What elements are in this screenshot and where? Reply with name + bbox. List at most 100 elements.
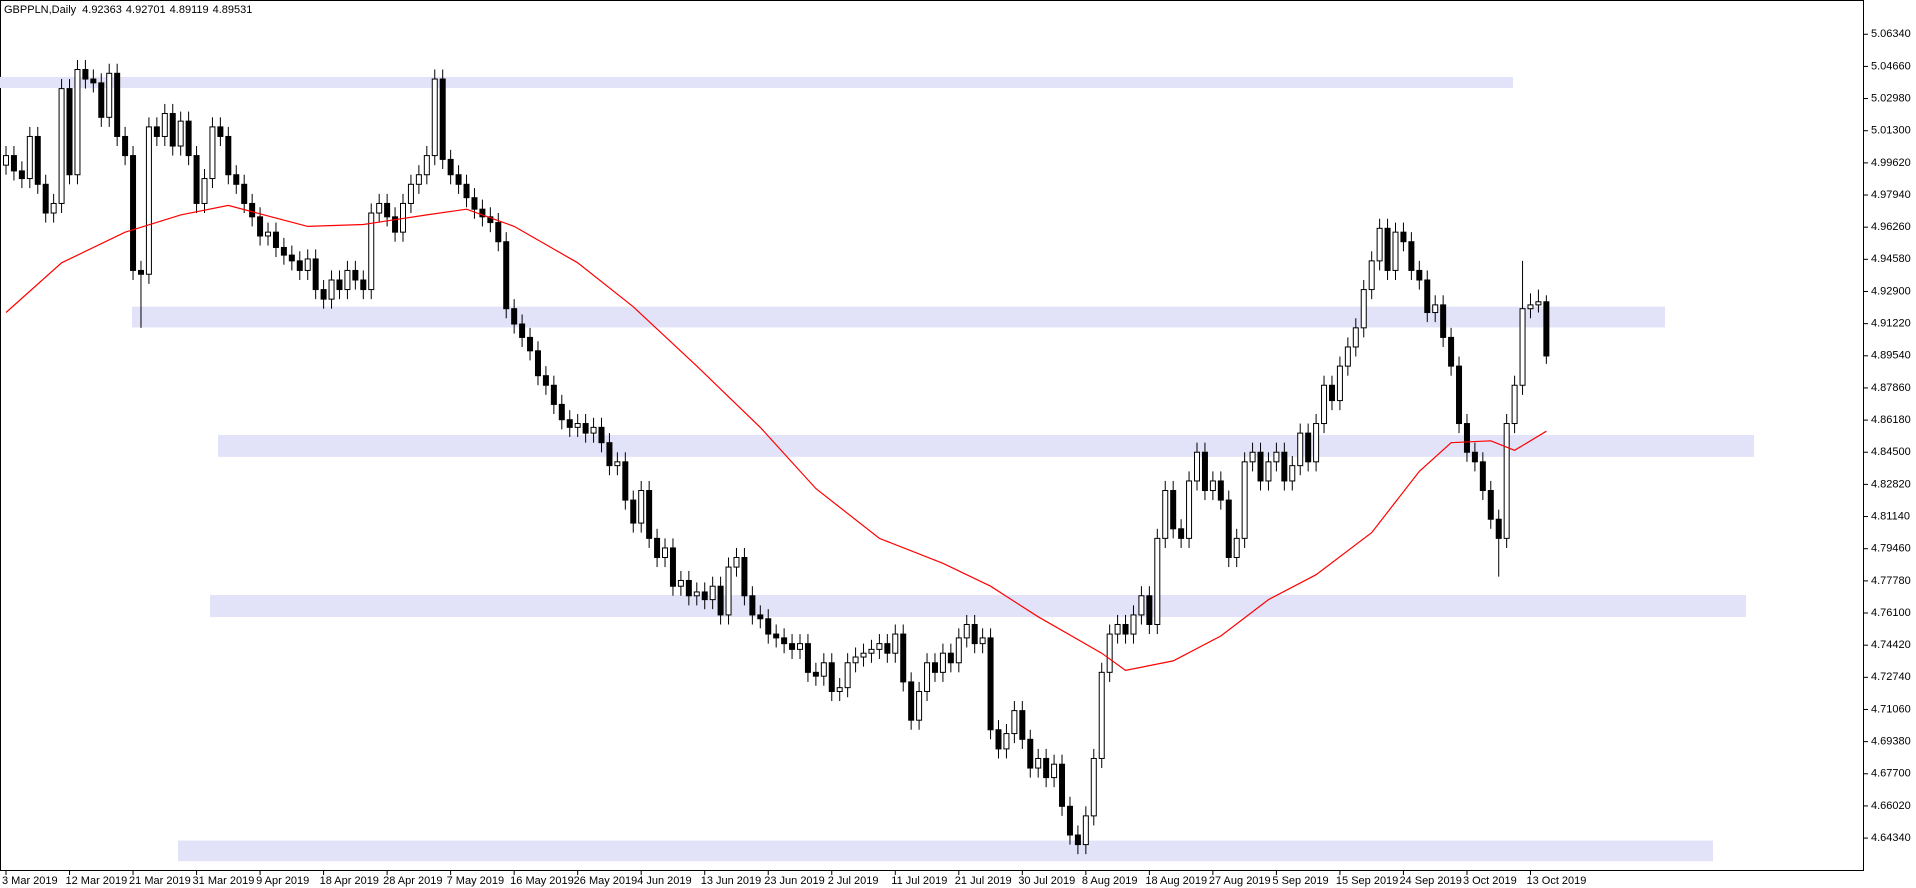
candle-body bbox=[1186, 480, 1193, 539]
y-tick-label: 4.71060 bbox=[1871, 703, 1911, 715]
x-tick-label: 5 Sep 2019 bbox=[1272, 875, 1328, 887]
candle-body bbox=[614, 461, 621, 467]
y-tick-label: 4.64340 bbox=[1871, 832, 1911, 844]
candle-body bbox=[836, 687, 843, 692]
candle-body bbox=[1416, 269, 1423, 281]
candle-body bbox=[622, 461, 629, 501]
candle-body bbox=[1178, 528, 1185, 539]
x-tick-label: 31 Mar 2019 bbox=[193, 875, 255, 887]
candle-body bbox=[812, 671, 819, 677]
candle-body bbox=[479, 208, 486, 218]
candle-body bbox=[1257, 451, 1264, 482]
candle-body bbox=[884, 643, 891, 654]
x-tick-label: 12 Mar 2019 bbox=[66, 875, 128, 887]
header-close: 4.89531 bbox=[213, 4, 253, 16]
x-tick-label: 21 Jul 2019 bbox=[955, 875, 1012, 887]
candle-body bbox=[646, 490, 653, 539]
candle-body bbox=[1328, 384, 1335, 402]
moving-average bbox=[5, 204, 1547, 672]
candle-body bbox=[122, 135, 129, 157]
candle-body bbox=[1194, 451, 1200, 482]
x-tick-label: 18 Aug 2019 bbox=[1145, 875, 1207, 887]
candle-body bbox=[638, 490, 645, 524]
candle-body bbox=[130, 155, 137, 271]
y-tick-label: 4.69380 bbox=[1871, 736, 1911, 748]
candle-body bbox=[1463, 423, 1470, 453]
candle-body bbox=[1146, 595, 1153, 625]
candle-body bbox=[558, 403, 565, 421]
candle-body bbox=[955, 637, 962, 664]
x-tick-label: 13 Oct 2019 bbox=[1526, 875, 1586, 887]
candle-body bbox=[1503, 423, 1510, 539]
zone bbox=[218, 435, 1754, 457]
candle-body bbox=[74, 68, 81, 176]
candle-body bbox=[892, 633, 899, 654]
candle-body bbox=[542, 375, 549, 386]
candle-body bbox=[1051, 763, 1058, 779]
marks bbox=[3, 59, 1550, 855]
candle-body bbox=[320, 289, 327, 300]
candle-body bbox=[471, 197, 478, 210]
candle-body bbox=[1019, 710, 1026, 740]
candle-body bbox=[1440, 304, 1447, 338]
x-tick-label: 3 Mar 2019 bbox=[2, 875, 58, 887]
candle-body bbox=[1265, 461, 1272, 482]
candle-body bbox=[137, 269, 144, 275]
candle-body bbox=[590, 426, 597, 434]
candle-body bbox=[384, 202, 391, 218]
candle-body bbox=[1066, 805, 1073, 836]
candle-body bbox=[900, 633, 907, 683]
candle-body bbox=[288, 254, 295, 262]
candle-body bbox=[1170, 490, 1177, 530]
candle-body bbox=[717, 585, 724, 616]
candle-body bbox=[606, 442, 613, 467]
candle-body bbox=[145, 126, 152, 275]
candle-body bbox=[773, 633, 780, 639]
candle-body bbox=[979, 637, 986, 645]
header-low: 4.89119 bbox=[170, 4, 209, 16]
candle-body bbox=[797, 643, 803, 650]
candle-body bbox=[1217, 480, 1224, 501]
candle-body bbox=[527, 336, 534, 352]
candle-body bbox=[447, 158, 454, 176]
candle-body bbox=[677, 579, 684, 587]
candle-body bbox=[50, 202, 57, 214]
y-tick-label: 5.06340 bbox=[1871, 28, 1911, 40]
candle-body bbox=[1289, 465, 1296, 482]
x-tick-label: 13 Jun 2019 bbox=[701, 875, 762, 887]
candle-body bbox=[947, 652, 954, 664]
candle-body bbox=[1201, 451, 1208, 492]
candle-body bbox=[1225, 499, 1232, 559]
candle-body bbox=[1448, 336, 1455, 367]
x-tick-label: 3 Oct 2019 bbox=[1463, 875, 1517, 887]
candle-body bbox=[1543, 301, 1550, 357]
candle-body bbox=[1384, 227, 1391, 271]
candle-body bbox=[789, 643, 796, 650]
candle-body bbox=[749, 595, 756, 616]
candle-body bbox=[193, 155, 200, 204]
candle-body bbox=[1035, 757, 1042, 769]
candle-body bbox=[1408, 241, 1415, 271]
candle-body bbox=[1281, 451, 1288, 482]
candle-body bbox=[10, 155, 17, 172]
candle-body bbox=[185, 120, 192, 157]
candle-body bbox=[741, 557, 748, 597]
candle-body bbox=[265, 231, 272, 237]
candle-body bbox=[1519, 308, 1526, 386]
candle-body bbox=[272, 231, 279, 248]
x-tick-label: 30 Jul 2019 bbox=[1018, 875, 1075, 887]
candle-body bbox=[1479, 461, 1486, 492]
candle-body bbox=[804, 643, 811, 673]
candle-body bbox=[1368, 260, 1375, 291]
y-tick-label: 4.82820 bbox=[1871, 478, 1911, 490]
candle-body bbox=[18, 170, 25, 180]
candle-body bbox=[1432, 304, 1439, 314]
candle-body bbox=[225, 135, 232, 176]
candle-body bbox=[662, 547, 669, 559]
chart-header: GBPPLN,Daily 4.92363 4.92701 4.89119 4.89531 bbox=[4, 4, 252, 16]
zones bbox=[0, 76, 1754, 862]
candle-body bbox=[1074, 834, 1081, 846]
candle-body bbox=[90, 78, 97, 84]
y-tick-label: 4.72740 bbox=[1871, 671, 1911, 683]
